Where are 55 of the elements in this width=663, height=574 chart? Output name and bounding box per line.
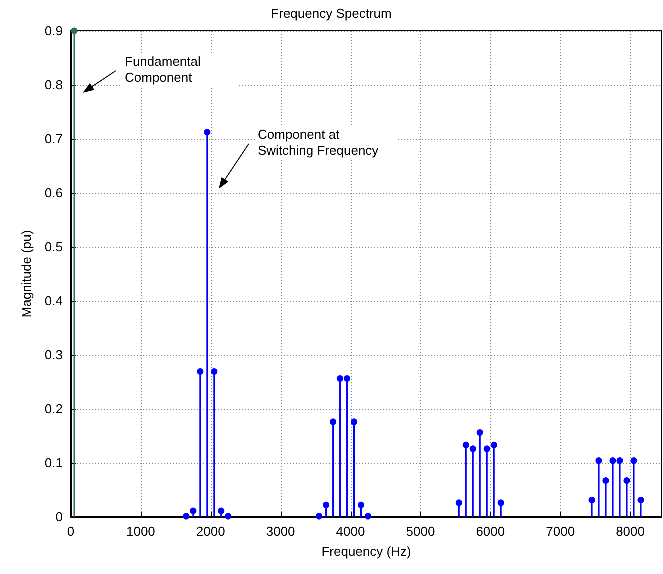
x-tick-label: 8000 [616, 524, 645, 539]
point [344, 375, 351, 382]
point [211, 368, 218, 376]
y-tick-label: 0.7 [44, 132, 63, 146]
point [638, 496, 644, 504]
y-tick-label: 0 [56, 510, 63, 524]
point [364, 513, 372, 520]
y-tick-label: 0.6 [44, 186, 63, 200]
x-axis-title: Frequency (Hz) [322, 544, 412, 559]
point [462, 442, 470, 448]
point [350, 418, 358, 426]
y-tick-label: 0.2 [44, 402, 63, 416]
point [197, 368, 204, 376]
point [204, 129, 211, 136]
x-tick-label: 2000 [196, 524, 226, 539]
point [630, 458, 638, 464]
y-tick-label: 0.4 [44, 294, 63, 308]
point [71, 28, 78, 34]
point [183, 513, 190, 520]
annotation: Fundamental Component [122, 53, 238, 87]
y-tick-label: 0.1 [44, 456, 63, 470]
x-tick-label: 1000 [126, 524, 156, 539]
x-tick-label: 4000 [336, 524, 366, 539]
point [322, 502, 330, 508]
point [218, 508, 225, 514]
y-tick-label: 0.9 [44, 24, 63, 38]
point [190, 508, 197, 514]
chart-title: Frequency Spectrum [271, 6, 392, 21]
point [602, 478, 610, 484]
point [330, 418, 337, 426]
x-tick-label: 0 [67, 524, 75, 539]
point [616, 458, 624, 464]
point [476, 429, 484, 436]
x-tick-label: 3000 [266, 524, 296, 539]
x-tick-label: 5000 [406, 524, 436, 539]
point [596, 458, 602, 464]
point [484, 446, 490, 452]
point [588, 496, 596, 504]
point [456, 500, 462, 506]
x-tick-label: 7000 [546, 524, 576, 539]
point [498, 500, 504, 506]
point [624, 478, 630, 484]
point [336, 375, 344, 382]
y-tick-label: 0.8 [44, 78, 63, 92]
point [225, 513, 232, 520]
x-tick-label: 6000 [476, 524, 506, 539]
point [358, 502, 365, 508]
y-tick-label: 0.5 [44, 240, 63, 254]
annotation: Component at Switching Frequency [255, 126, 396, 160]
point [316, 513, 323, 520]
point [470, 446, 476, 452]
y-tick-label: 0.3 [44, 348, 63, 362]
point [490, 442, 498, 448]
point [610, 458, 616, 464]
y-axis-title: Magnitude (pu) [19, 230, 34, 318]
